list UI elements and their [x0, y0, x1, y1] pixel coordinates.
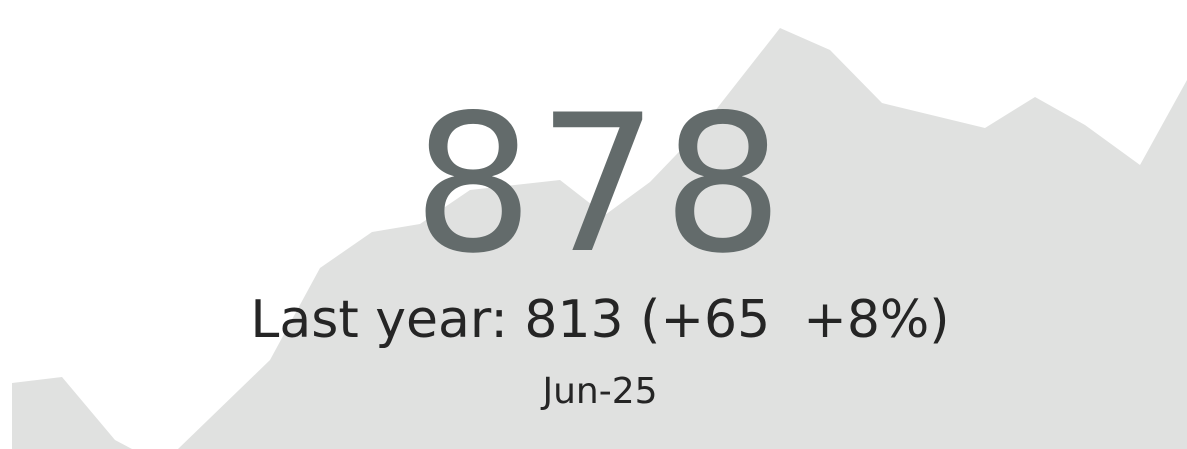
kpi-period: Jun-25 — [540, 371, 657, 412]
kpi-value: 878 — [413, 74, 788, 295]
kpi-comparison: Last year: 813 (+65 +8%) — [250, 290, 949, 350]
sparkline-area — [12, 28, 1187, 449]
